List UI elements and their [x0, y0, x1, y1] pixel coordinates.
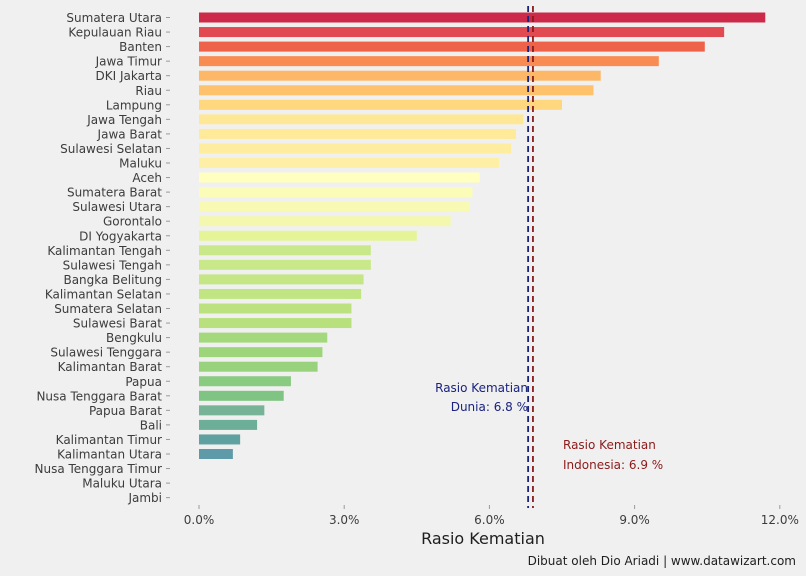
category-label-sumatera-selatan: Sumatera Selatan	[54, 302, 162, 316]
bar-sulawesi-barat	[199, 318, 352, 329]
bar-kalimantan-timur	[199, 434, 241, 445]
x-axis: 0.0% 3.0% 6.0% 9.0% 12.0%	[184, 505, 799, 527]
world-ref-label-line2: Dunia: 6.8 %	[451, 400, 528, 414]
bar-kalimantan-barat	[199, 361, 318, 372]
category-label-kalimantan-barat: Kalimantan Barat	[58, 360, 163, 374]
credit-text: Dibuat oleh Dio Ariadi | www.datawizart.…	[528, 554, 796, 568]
category-label-sulawesi-tenggara: Sulawesi Tenggara	[50, 346, 162, 360]
category-label-aceh: Aceh	[132, 171, 162, 185]
bar-kalimantan-selatan	[199, 288, 362, 299]
category-label-kalimantan-selatan: Kalimantan Selatan	[45, 287, 162, 301]
category-label-lampung: Lampung	[106, 98, 162, 112]
category-label-banten: Banten	[119, 40, 162, 54]
category-label-jawa-tengah: Jawa Tengah	[86, 113, 162, 127]
category-label-nusa-tenggara-barat: Nusa Tenggara Barat	[36, 389, 162, 403]
bar-sulawesi-selatan	[199, 143, 512, 154]
bar-bangka-belitung	[199, 274, 364, 285]
category-label-papua: Papua	[125, 375, 162, 389]
bar-sumatera-utara	[199, 12, 766, 23]
bar-bali	[199, 419, 258, 430]
bars-group	[199, 12, 766, 459]
bar-kalimantan-tengah	[199, 245, 371, 256]
bar-maluku	[199, 158, 500, 168]
category-label-sulawesi-selatan: Sulawesi Selatan	[60, 142, 162, 156]
category-label-maluku: Maluku	[119, 157, 162, 171]
bar-di-yogyakarta	[199, 230, 417, 241]
bar-jawa-timur	[199, 56, 659, 67]
category-label-bangka-belitung: Bangka Belitung	[63, 273, 162, 287]
x-tick-label: 6.0%	[474, 513, 505, 527]
bar-bengkulu	[199, 332, 328, 343]
bar-kalimantan-utara	[199, 449, 233, 459]
bar-sulawesi-tengah	[199, 259, 371, 270]
x-tick-label: 3.0%	[329, 513, 360, 527]
category-label-papua-barat: Papua Barat	[89, 404, 162, 418]
category-label-gorontalo: Gorontalo	[103, 215, 162, 229]
world-ref-label-line1: Rasio Kematian	[435, 381, 528, 395]
bar-papua	[199, 376, 291, 387]
bar-lampung	[199, 99, 562, 110]
bar-papua-barat	[199, 405, 265, 416]
category-label-sumatera-utara: Sumatera Utara	[66, 11, 162, 25]
bar-riau	[199, 85, 594, 96]
indonesia-ref-label-line1: Rasio Kematian	[563, 438, 656, 452]
category-label-riau: Riau	[135, 84, 162, 98]
bar-sulawesi-tenggara	[199, 347, 323, 358]
bar-sumatera-barat	[199, 187, 473, 198]
x-axis-title: Rasio Kematian	[421, 529, 545, 548]
indonesia-ref-label-line2: Indonesia: 6.9 %	[563, 458, 663, 472]
category-label-jawa-timur: Jawa Timur	[95, 55, 162, 69]
x-tick-label: 9.0%	[619, 513, 650, 527]
category-label-bali: Bali	[140, 418, 162, 432]
category-label-bengkulu: Bengkulu	[106, 331, 162, 345]
category-label-sulawesi-barat: Sulawesi Barat	[73, 317, 162, 331]
bar-sulawesi-utara	[199, 201, 471, 212]
category-label-kalimantan-utara: Kalimantan Utara	[57, 448, 162, 462]
x-tick-label: 0.0%	[184, 513, 215, 527]
category-label-di-yogyakarta: DI Yogyakarta	[79, 229, 162, 243]
x-tick-label: 12.0%	[761, 513, 799, 527]
category-label-sulawesi-tengah: Sulawesi Tengah	[63, 258, 162, 272]
bar-nusa-tenggara-barat	[199, 390, 284, 401]
reference-lines	[527, 6, 534, 508]
bar-sumatera-selatan	[199, 303, 352, 314]
bar-aceh	[199, 172, 480, 183]
bar-jawa-tengah	[199, 114, 524, 125]
bar-jawa-barat	[199, 128, 517, 139]
bar-gorontalo	[199, 216, 451, 227]
category-label-maluku-utara: Maluku Utara	[82, 477, 162, 491]
category-label-kepulauan-riau: Kepulauan Riau	[68, 26, 162, 40]
category-label-sulawesi-utara: Sulawesi Utara	[72, 200, 162, 214]
bar-dki-jakarta	[199, 70, 601, 81]
category-label-dki-jakarta: DKI Jakarta	[96, 69, 162, 83]
bar-banten	[199, 41, 705, 52]
bar-kepulauan-riau	[199, 27, 725, 38]
category-label-jambi: Jambi	[127, 491, 162, 505]
category-label-jawa-barat: Jawa Barat	[97, 127, 163, 141]
category-label-kalimantan-tengah: Kalimantan Tengah	[47, 244, 162, 258]
category-label-kalimantan-timur: Kalimantan Timur	[56, 433, 162, 447]
category-label-nusa-tenggara-timur: Nusa Tenggara Timur	[35, 462, 163, 476]
category-label-sumatera-barat: Sumatera Barat	[67, 186, 162, 200]
